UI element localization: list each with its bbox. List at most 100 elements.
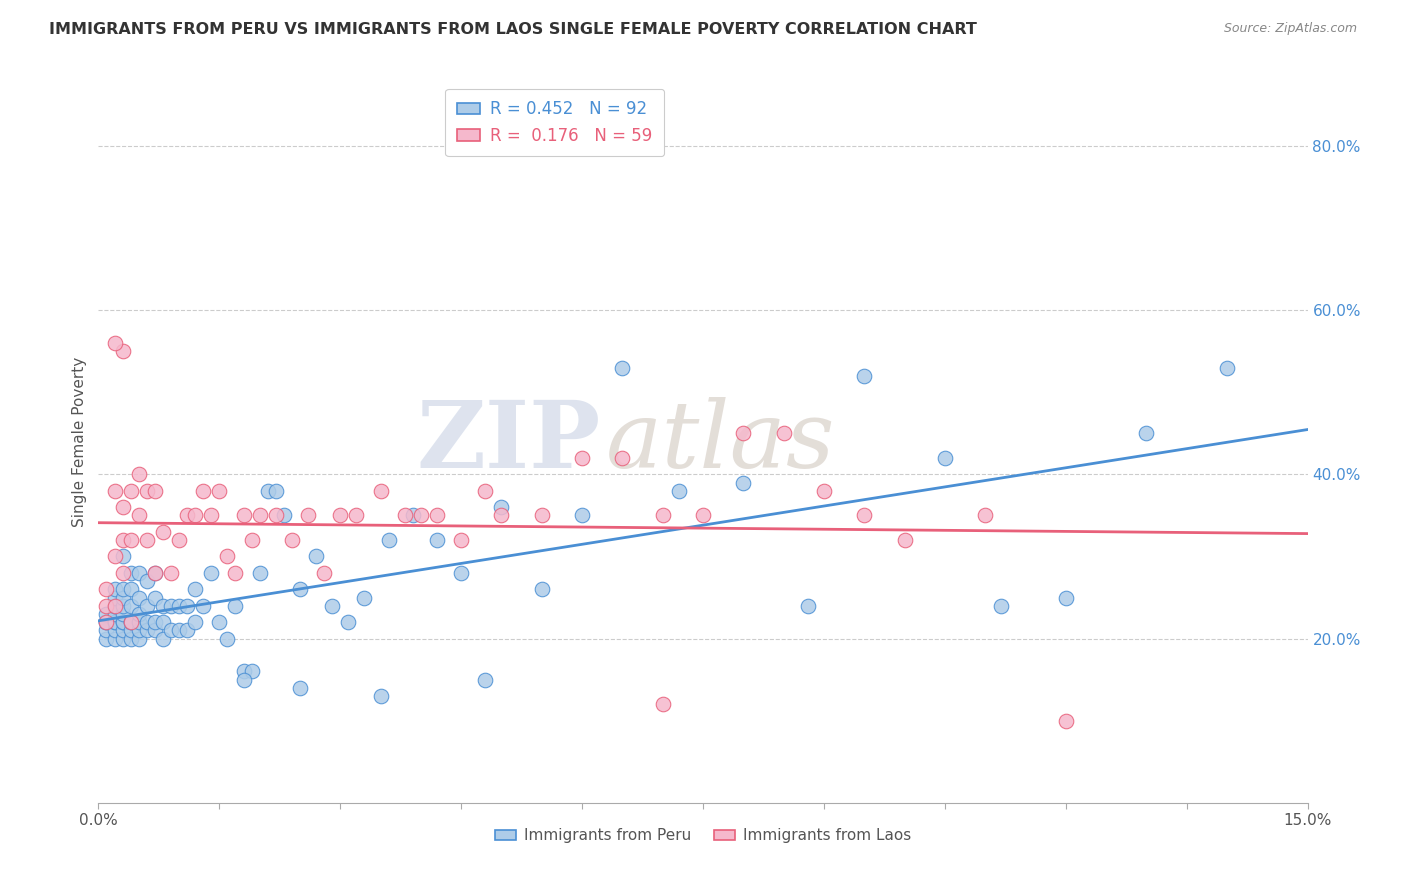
Point [249,566,271,580]
Point [128,566,150,580]
Point [135,599,157,613]
Point [217,549,239,564]
Point [128,615,150,630]
Point [135,615,157,630]
Point [305,549,328,564]
Point [96,582,118,597]
Point [120,615,142,630]
Point [217,632,239,646]
Point [103,582,125,597]
Point [491,508,513,523]
Point [135,574,157,588]
Point [103,632,125,646]
Point [120,599,142,613]
Text: Source: ZipAtlas.com: Source: ZipAtlas.com [1223,22,1357,36]
Point [152,615,174,630]
Point [111,599,134,613]
Point [612,360,634,375]
Point [111,344,134,359]
Point [314,566,336,580]
Point [184,582,207,597]
Point [128,624,150,638]
Point [797,599,820,613]
Point [96,599,118,613]
Point [232,508,254,523]
Point [96,632,118,646]
Point [160,566,183,580]
Point [772,426,794,441]
Point [111,566,134,580]
Point [111,591,134,605]
Point [571,450,593,465]
Point [135,483,157,498]
Point [426,508,449,523]
Point [128,467,150,482]
Point [249,508,271,523]
Point [853,368,876,383]
Point [111,632,134,646]
Point [103,591,125,605]
Text: ZIP: ZIP [416,397,600,486]
Point [288,582,311,597]
Point [103,615,125,630]
Point [491,500,513,515]
Point [208,483,231,498]
Point [128,607,150,621]
Point [281,533,304,547]
Point [167,599,190,613]
Point [120,615,142,630]
Point [232,673,254,687]
Point [450,533,472,547]
Text: atlas: atlas [606,397,835,486]
Point [474,483,496,498]
Point [651,698,673,712]
Point [370,689,392,703]
Point [128,508,150,523]
Point [990,599,1012,613]
Point [409,508,432,523]
Point [103,615,125,630]
Point [143,591,166,605]
Point [200,566,222,580]
Point [143,624,166,638]
Point [152,599,174,613]
Point [184,508,207,523]
Point [193,599,215,613]
Y-axis label: Single Female Poverty: Single Female Poverty [72,357,87,526]
Point [111,582,134,597]
Point [103,624,125,638]
Point [1135,426,1157,441]
Point [934,450,956,465]
Point [853,508,876,523]
Point [160,599,183,613]
Point [96,624,118,638]
Point [337,615,360,630]
Point [264,483,287,498]
Point [370,483,392,498]
Point [176,624,198,638]
Point [111,615,134,630]
Point [120,566,142,580]
Point [1054,714,1077,728]
Point [1054,591,1077,605]
Point [96,615,118,630]
Point [394,508,416,523]
Point [377,533,399,547]
Point [160,624,183,638]
Point [152,524,174,539]
Point [120,533,142,547]
Point [128,632,150,646]
Point [402,508,425,523]
Point [733,426,755,441]
Point [111,615,134,630]
Point [297,508,319,523]
Point [111,607,134,621]
Point [111,533,134,547]
Point [450,566,472,580]
Point [111,624,134,638]
Point [176,508,198,523]
Point [120,624,142,638]
Point [103,549,125,564]
Point [120,632,142,646]
Point [474,673,496,687]
